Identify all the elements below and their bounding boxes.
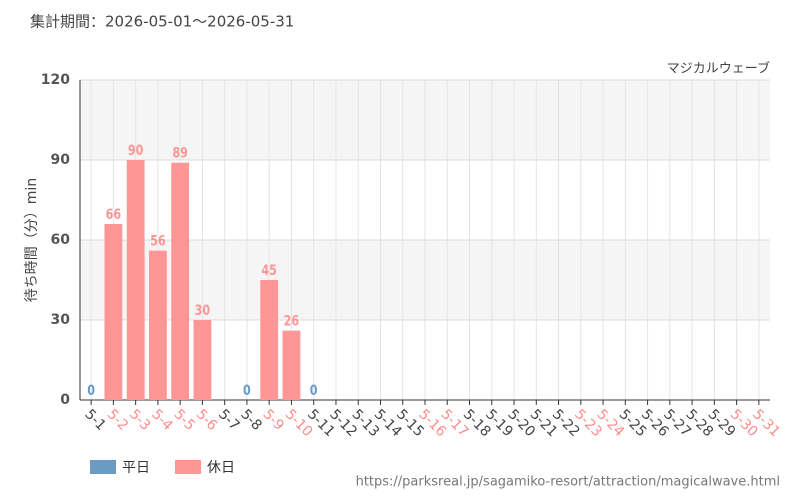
source-url: https://parksreal.jp/sagamiko-resort/att… [356, 475, 780, 490]
value-label: 66 [106, 206, 122, 223]
chart-subtitle: マジカルウェーブ [667, 61, 770, 77]
y-axis-label: 待ち時間（分）min [24, 178, 40, 302]
legend-swatch [175, 460, 201, 474]
bar [126, 160, 145, 400]
x-tick-label: 5-2 [104, 406, 131, 433]
y-tick-label: 30 [51, 312, 71, 328]
value-label: 26 [284, 312, 300, 329]
chart-title: 集計期間：2026-05-01～2026-05-31 [30, 13, 294, 31]
bar [193, 320, 212, 400]
x-tick-label: 5-8 [237, 406, 264, 433]
bar [104, 224, 123, 400]
x-tick-label: 5-4 [148, 406, 176, 434]
legend-swatch [90, 460, 116, 474]
bar [282, 330, 301, 400]
x-tick-label: 5-3 [126, 406, 153, 433]
bar [149, 250, 167, 400]
value-label: 90 [128, 142, 144, 159]
y-tick-label: 0 [60, 392, 70, 408]
value-label: 56 [150, 232, 166, 249]
legend-label: 平日 [122, 460, 150, 476]
x-tick-label: 5-1 [81, 406, 108, 433]
value-label: 0 [87, 382, 95, 399]
y-tick-label: 90 [51, 152, 71, 168]
bar [260, 280, 279, 400]
y-tick-label: 60 [51, 232, 71, 248]
legend-label: 休日 [207, 460, 235, 476]
x-tick-label: 5-9 [260, 406, 287, 433]
value-label: 89 [172, 144, 188, 161]
y-tick-label: 120 [41, 72, 70, 88]
value-label: 0 [310, 382, 318, 399]
x-tick-label: 5-5 [171, 406, 198, 433]
bar [171, 162, 190, 400]
x-tick-label: 5-6 [193, 406, 221, 434]
value-label: 0 [243, 382, 251, 399]
value-label: 30 [195, 302, 211, 319]
value-label: 45 [261, 262, 277, 279]
x-tick-label: 5-7 [215, 406, 242, 433]
